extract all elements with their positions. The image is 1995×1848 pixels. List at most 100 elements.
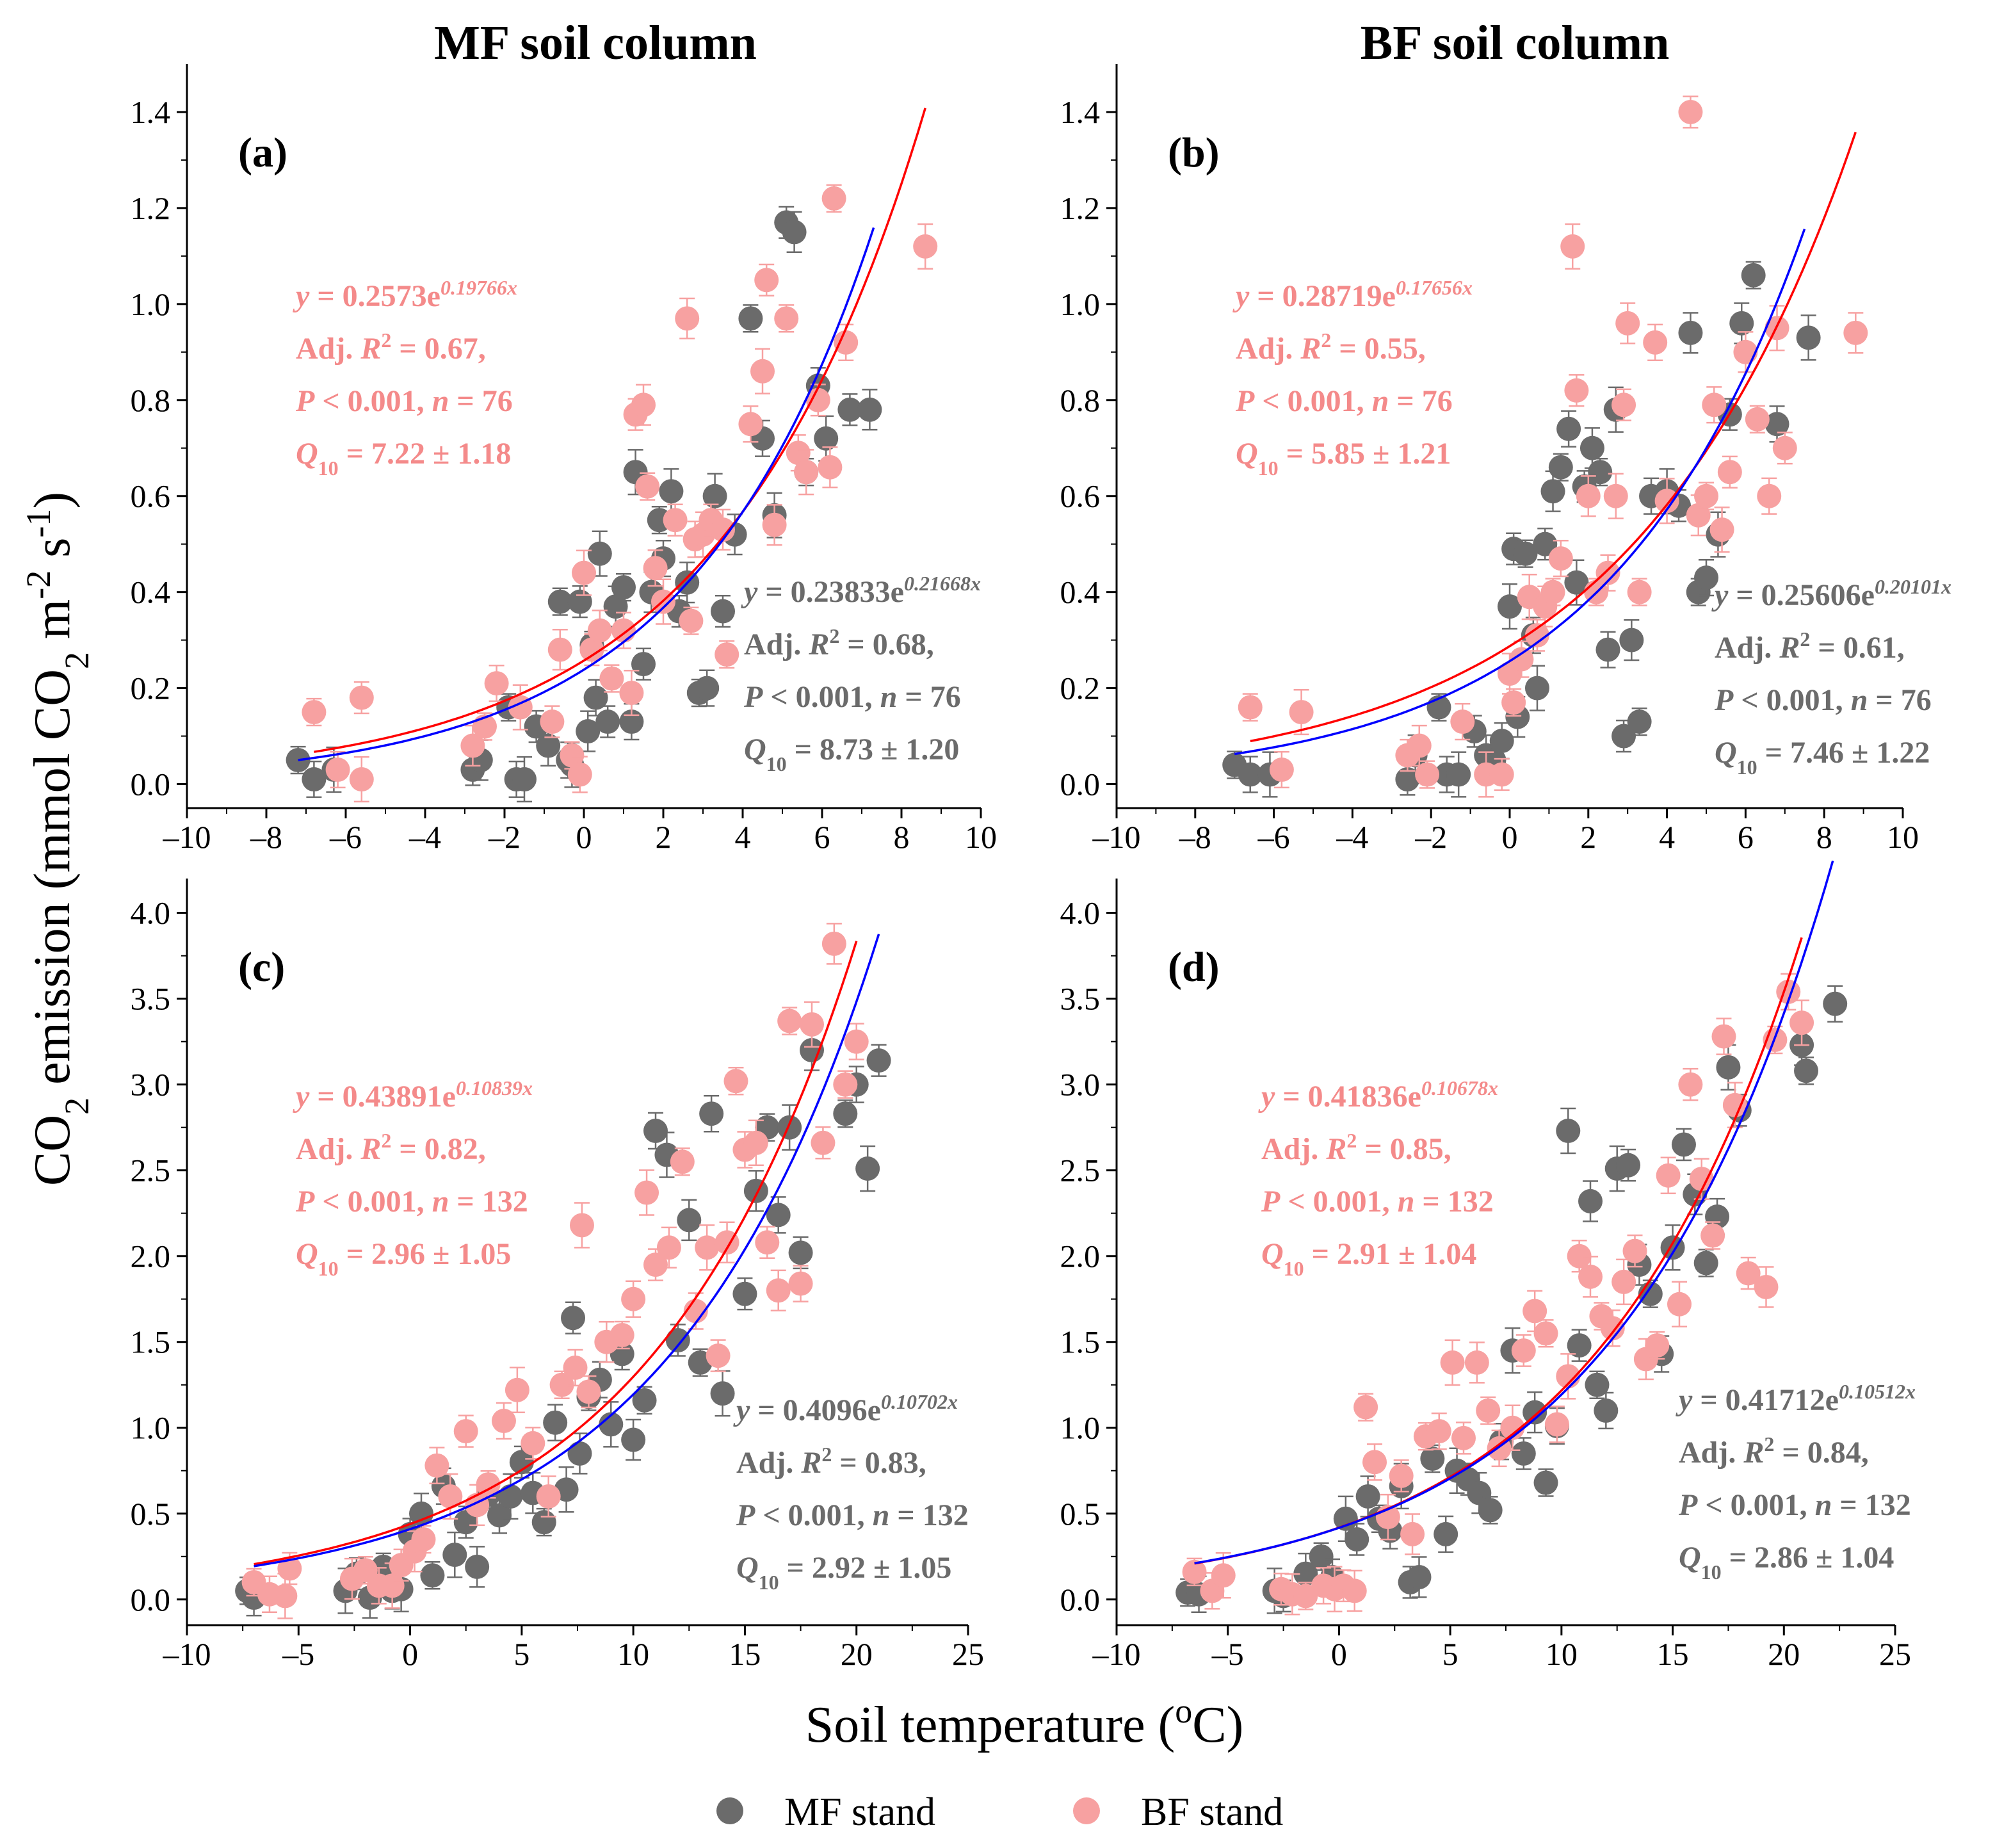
point-bf: [1603, 483, 1628, 508]
point-mf: [543, 1410, 568, 1435]
point-mf: [547, 589, 572, 614]
point-mf: [1823, 991, 1848, 1016]
point-mf: [595, 709, 620, 734]
point-bf: [1757, 483, 1782, 508]
y-tick-label: 3.0: [131, 1067, 171, 1103]
point-mf: [710, 1381, 735, 1406]
point-bf: [1611, 1269, 1636, 1294]
point-mf: [1540, 479, 1565, 504]
point-bf: [549, 1372, 574, 1397]
point-bf: [711, 517, 735, 542]
point-bf: [599, 666, 624, 691]
mf-c-equation: y = 0.4096e0.10702x: [733, 1390, 958, 1427]
point-mf: [1556, 1119, 1581, 1144]
point-mf: [732, 1281, 757, 1306]
point-mf: [1309, 1544, 1334, 1569]
point-mf: [1238, 762, 1263, 787]
mf-a-r2: Adj. R2 = 0.68,: [744, 624, 934, 661]
point-mf: [643, 1119, 668, 1144]
point-bf: [766, 1278, 791, 1303]
point-bf: [1772, 435, 1797, 460]
point-mf: [1522, 1400, 1547, 1425]
x-tick-label: –2: [1414, 819, 1447, 855]
point-mf: [833, 1101, 858, 1126]
point-bf: [567, 762, 592, 787]
point-bf: [349, 767, 374, 792]
point-bf: [572, 560, 596, 585]
point-mf: [711, 599, 735, 624]
point-mf: [1293, 1561, 1318, 1586]
point-bf: [805, 387, 830, 412]
point-mf: [1729, 311, 1754, 336]
point-bf: [754, 268, 779, 293]
point-mf: [1498, 594, 1522, 619]
fit-curve-mf: [298, 227, 875, 761]
panel-label: (b): [1168, 129, 1220, 176]
y-tick-label: 3.5: [131, 981, 171, 1017]
point-mf: [1548, 455, 1573, 480]
x-tick-label: 15: [1657, 1636, 1689, 1672]
point-bf: [695, 1235, 720, 1260]
y-tick-label: 0.4: [131, 574, 171, 610]
point-bf: [424, 1453, 449, 1478]
x-tick-label: –10: [1092, 1636, 1141, 1672]
fit-curve-bf: [314, 108, 926, 753]
point-bf: [1689, 1167, 1714, 1192]
point-bf: [1533, 1321, 1558, 1346]
point-bf: [505, 1377, 529, 1402]
x-tick-label: –10: [163, 819, 211, 855]
point-mf: [814, 426, 839, 451]
point-mf: [1595, 637, 1620, 662]
point-mf: [1794, 1058, 1819, 1083]
panel-b: –10 –8 –6 –4 –2 0 2 4 6 8 10 0.0 0.2 0.4 0.6 0.8 1.0 1.2 1…: [1060, 64, 1951, 855]
x-tick-label: 0: [1331, 1636, 1347, 1672]
point-mf: [743, 1178, 768, 1203]
panel-c: –10 –5 0 5 10 15 20 25 0.0 0.5 1.0 1.5 2.0 2.5 3.0 3.5 4…: [131, 879, 984, 1672]
point-mf: [561, 1306, 586, 1331]
point-mf: [777, 1115, 802, 1140]
x-tick-label: 5: [1442, 1636, 1458, 1672]
point-mf: [576, 719, 601, 744]
y-tick-label: 0.5: [1060, 1496, 1101, 1532]
point-mf: [487, 1503, 512, 1528]
point-mf: [1533, 531, 1558, 556]
point-mf: [1741, 263, 1766, 288]
point-mf: [1578, 1188, 1603, 1213]
point-mf: [442, 1543, 467, 1568]
point-bf: [349, 685, 374, 710]
y-tick-label: 1.2: [1060, 190, 1101, 226]
mf-c-pvalue: P < 0.001, n = 132: [736, 1498, 969, 1532]
point-mf: [1345, 1527, 1369, 1552]
x-tick-label: –6: [329, 819, 362, 855]
x-tick-label: 0: [1502, 819, 1518, 855]
point-bf: [1426, 1419, 1451, 1444]
x-tick-label: –4: [408, 819, 441, 855]
x-tick-label: 20: [841, 1636, 873, 1672]
point-bf: [1362, 1450, 1387, 1475]
point-mf: [1489, 729, 1514, 754]
point-mf: [1611, 724, 1636, 749]
point-mf: [631, 652, 656, 677]
point-bf: [774, 306, 799, 331]
point-mf: [857, 397, 882, 422]
point-bf: [1717, 460, 1742, 485]
point-bf: [380, 1573, 405, 1598]
point-bf: [1564, 378, 1589, 403]
point-mf: [587, 541, 612, 566]
x-tick-label: 15: [729, 1636, 761, 1672]
y-tick-label: 0.0: [1060, 766, 1101, 802]
bf-d-equation: y = 0.41836e0.10678x: [1258, 1076, 1498, 1114]
bf-a-equation: y = 0.2573e0.19766x: [293, 276, 517, 313]
y-tick-label: 0.2: [131, 670, 171, 706]
legend: MF stand BF stand: [716, 1790, 1283, 1834]
point-mf: [1355, 1484, 1380, 1509]
point-mf: [465, 1554, 490, 1579]
point-bf: [1627, 580, 1652, 604]
y-tick-label: 0.6: [1060, 478, 1101, 514]
column-title-bf: BF soil column: [1361, 16, 1670, 70]
x-tick-label: 6: [814, 819, 830, 855]
x-tick-label: –5: [1211, 1636, 1244, 1672]
y-tick-label: 0.0: [131, 1582, 171, 1617]
point-bf: [1415, 762, 1440, 787]
legend-marker-bf: [1073, 1797, 1100, 1824]
